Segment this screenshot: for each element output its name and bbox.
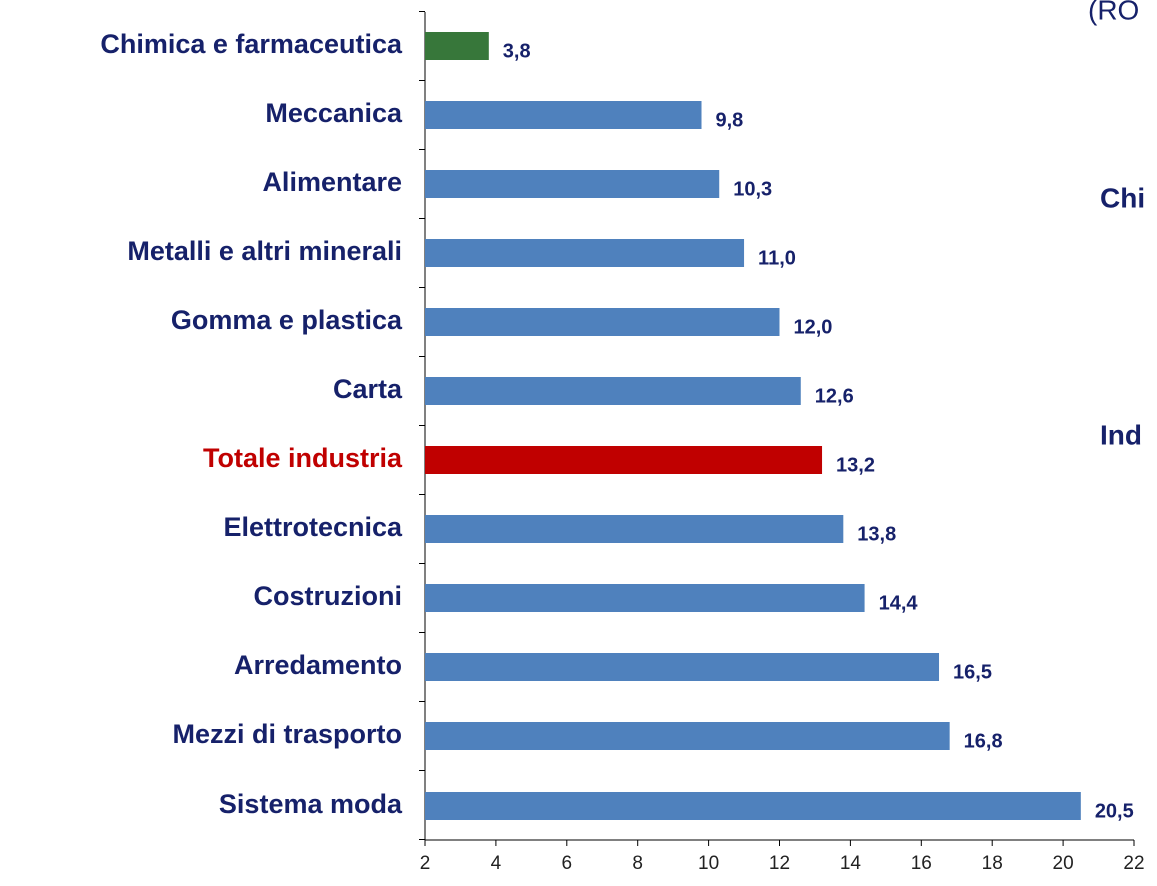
x-tick-label: 14: [840, 853, 862, 874]
category-label: Costruzioni: [254, 581, 403, 611]
bar: [425, 515, 844, 543]
x-tick-label: 6: [562, 853, 573, 874]
annotation: (RO: [1088, 0, 1139, 25]
x-tick-label: 16: [911, 853, 932, 874]
value-label: 20,5: [1095, 800, 1134, 822]
bar: [425, 308, 780, 336]
value-label: 16,8: [964, 730, 1003, 752]
x-tick-label: 22: [1123, 853, 1144, 874]
category-label: Meccanica: [265, 98, 403, 128]
category-label: Elettrotecnica: [223, 512, 403, 542]
value-label: 13,2: [836, 454, 875, 476]
value-label: 11,0: [758, 247, 796, 269]
x-tick-label: 20: [1053, 853, 1074, 874]
category-label: Chimica e farmaceutica: [100, 29, 403, 59]
x-tick-label: 8: [632, 853, 643, 874]
bar: [425, 377, 801, 405]
bar: [425, 446, 823, 474]
value-label: 16,5: [953, 661, 992, 683]
x-tick-label: 4: [491, 853, 502, 874]
bar: [425, 32, 489, 60]
value-label: 9,8: [716, 109, 744, 131]
bar: [425, 722, 950, 750]
x-tick-label: 12: [769, 853, 790, 874]
value-label: 10,3: [733, 178, 772, 200]
bar: [425, 239, 745, 267]
category-label: Alimentare: [262, 167, 402, 197]
value-label: 14,4: [879, 592, 919, 614]
bar: [425, 101, 702, 129]
bar: [425, 792, 1081, 820]
category-label: Metalli e altri minerali: [127, 236, 402, 266]
category-label: Totale industria: [203, 443, 403, 473]
bar: [425, 584, 865, 612]
x-tick-label: 2: [420, 853, 431, 874]
x-tick-label: 18: [982, 853, 1003, 874]
annotation: Ind: [1100, 419, 1142, 450]
value-label: 12,0: [794, 316, 833, 338]
category-label: Carta: [333, 374, 403, 404]
category-label: Arredamento: [234, 650, 402, 680]
category-label: Sistema moda: [219, 789, 403, 819]
value-label: 3,8: [503, 40, 531, 62]
value-label: 13,8: [857, 523, 896, 545]
bar: [425, 653, 940, 681]
x-tick-label: 10: [698, 853, 719, 874]
value-label: 12,6: [815, 385, 854, 407]
category-label: Gomma e plastica: [171, 305, 403, 335]
annotation: Chi: [1100, 182, 1145, 213]
bar: [425, 170, 720, 198]
category-label: Mezzi di trasporto: [172, 719, 402, 749]
